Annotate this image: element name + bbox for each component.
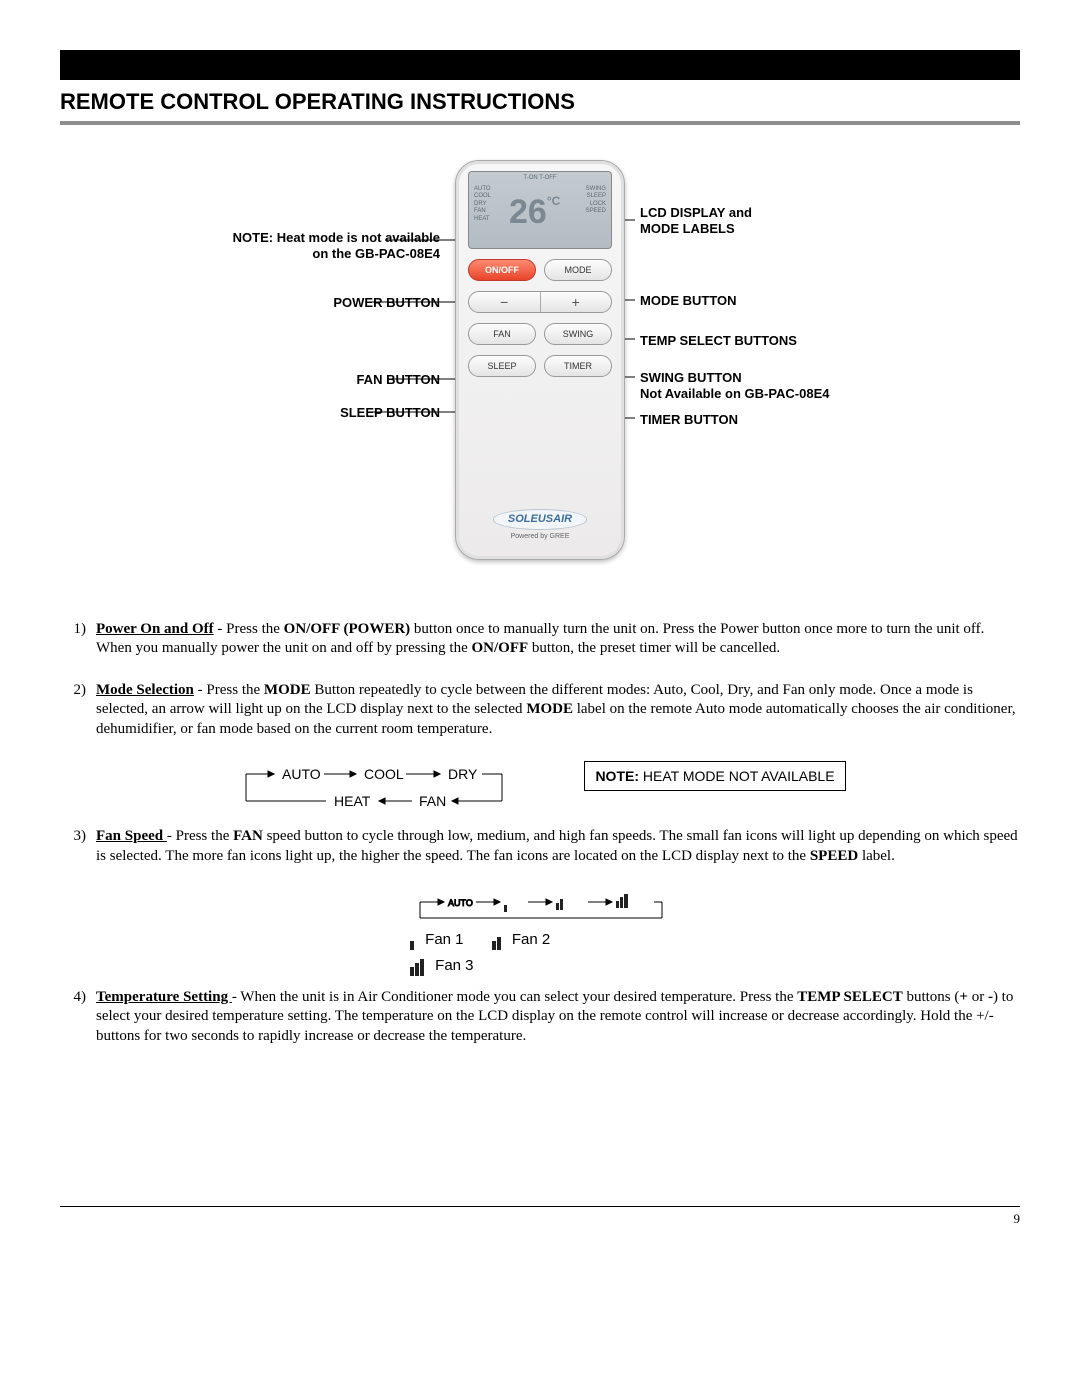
remote-temp-minus[interactable]: − (469, 292, 540, 312)
callout-temp: TEMP SELECT BUTTONS (640, 333, 797, 350)
remote-lcd: T-ON T-OFF AUTOCOOLDRYFANHEAT SWINGSLEEP… (468, 171, 612, 249)
callout-sleep: SLEEP BUTTON (340, 405, 440, 422)
remote-body: T-ON T-OFF AUTOCOOLDRYFANHEAT SWINGSLEEP… (455, 160, 625, 560)
remote-timer-button[interactable]: TIMER (544, 355, 612, 377)
remote-temp-plus[interactable]: + (541, 292, 612, 312)
page-title: REMOTE CONTROL OPERATING INSTRUCTIONS (60, 88, 1020, 117)
mode-cycle-diagram: AUTO COOL DRY HEAT FAN (60, 761, 1020, 815)
callout-fan: FAN BUTTON (356, 372, 440, 389)
callout-swing: SWING BUTTON Not Available on GB-PAC-08E… (640, 370, 830, 404)
svg-text:DRY: DRY (448, 766, 478, 782)
mode-cycle-svg: AUTO COOL DRY HEAT FAN (234, 761, 514, 815)
svg-text:AUTO: AUTO (448, 898, 473, 908)
remote-temp-select[interactable]: − + (468, 291, 612, 313)
instruction-number: 1) (60, 620, 96, 659)
remote-swing-button[interactable]: SWING (544, 323, 612, 345)
instruction-body: Temperature Setting - When the unit is i… (96, 988, 1020, 1047)
svg-text:FAN: FAN (419, 793, 446, 809)
instruction-item: 2)Mode Selection - Press the MODE Button… (60, 681, 1020, 740)
remote-fan-button[interactable]: FAN (468, 323, 536, 345)
callout-timer: TIMER BUTTON (640, 412, 738, 429)
page-number: 9 (60, 1211, 1020, 1228)
remote-brand: SOLEUSAIR Powered by GREE (456, 508, 624, 540)
instruction-number: 2) (60, 681, 96, 740)
instructions-list: 1)Power On and Off - Press the ON/OFF (P… (60, 620, 1020, 1047)
svg-text:AUTO: AUTO (282, 766, 321, 782)
callout-lcd: LCD DISPLAY and MODE LABELS (640, 205, 752, 239)
instruction-number: 4) (60, 988, 96, 1047)
callout-heat-note: NOTE: Heat mode is not available on the … (233, 230, 440, 264)
callout-mode: MODE BUTTON (640, 293, 737, 310)
callout-power: POWER BUTTON (333, 295, 440, 312)
lcd-mode-labels-left: AUTOCOOLDRYFANHEAT (474, 186, 491, 224)
lcd-temperature: 26°C (509, 190, 560, 234)
footer-divider (60, 1206, 1020, 1207)
instruction-item: 4)Temperature Setting - When the unit is… (60, 988, 1020, 1047)
instruction-item: 1)Power On and Off - Press the ON/OFF (P… (60, 620, 1020, 659)
instruction-body: Fan Speed - Press the FAN speed button t… (96, 827, 1020, 866)
heat-mode-note-box: NOTE: HEAT MODE NOT AVAILABLE (584, 761, 845, 791)
remote-sleep-button[interactable]: SLEEP (468, 355, 536, 377)
instruction-item: 3)Fan Speed - Press the FAN speed button… (60, 827, 1020, 866)
lcd-mode-labels-right: SWINGSLEEPLOCKSPEED (586, 186, 606, 216)
instruction-number: 3) (60, 827, 96, 866)
header-black-bar (60, 50, 1020, 80)
lcd-top-labels: T-ON T-OFF (469, 175, 611, 183)
instruction-body: Power On and Off - Press the ON/OFF (POW… (96, 620, 1020, 659)
remote-mode-button[interactable]: MODE (544, 259, 612, 281)
remote-diagram: NOTE: Heat mode is not available on the … (60, 150, 1020, 590)
fan-cycle-diagram: AUTO (60, 888, 1020, 976)
svg-text:COOL: COOL (364, 766, 404, 782)
remote-onoff-button[interactable]: ON/OFF (468, 259, 536, 281)
instruction-body: Mode Selection - Press the MODE Button r… (96, 681, 1020, 740)
svg-text:HEAT: HEAT (334, 793, 371, 809)
title-underline (60, 121, 1020, 125)
